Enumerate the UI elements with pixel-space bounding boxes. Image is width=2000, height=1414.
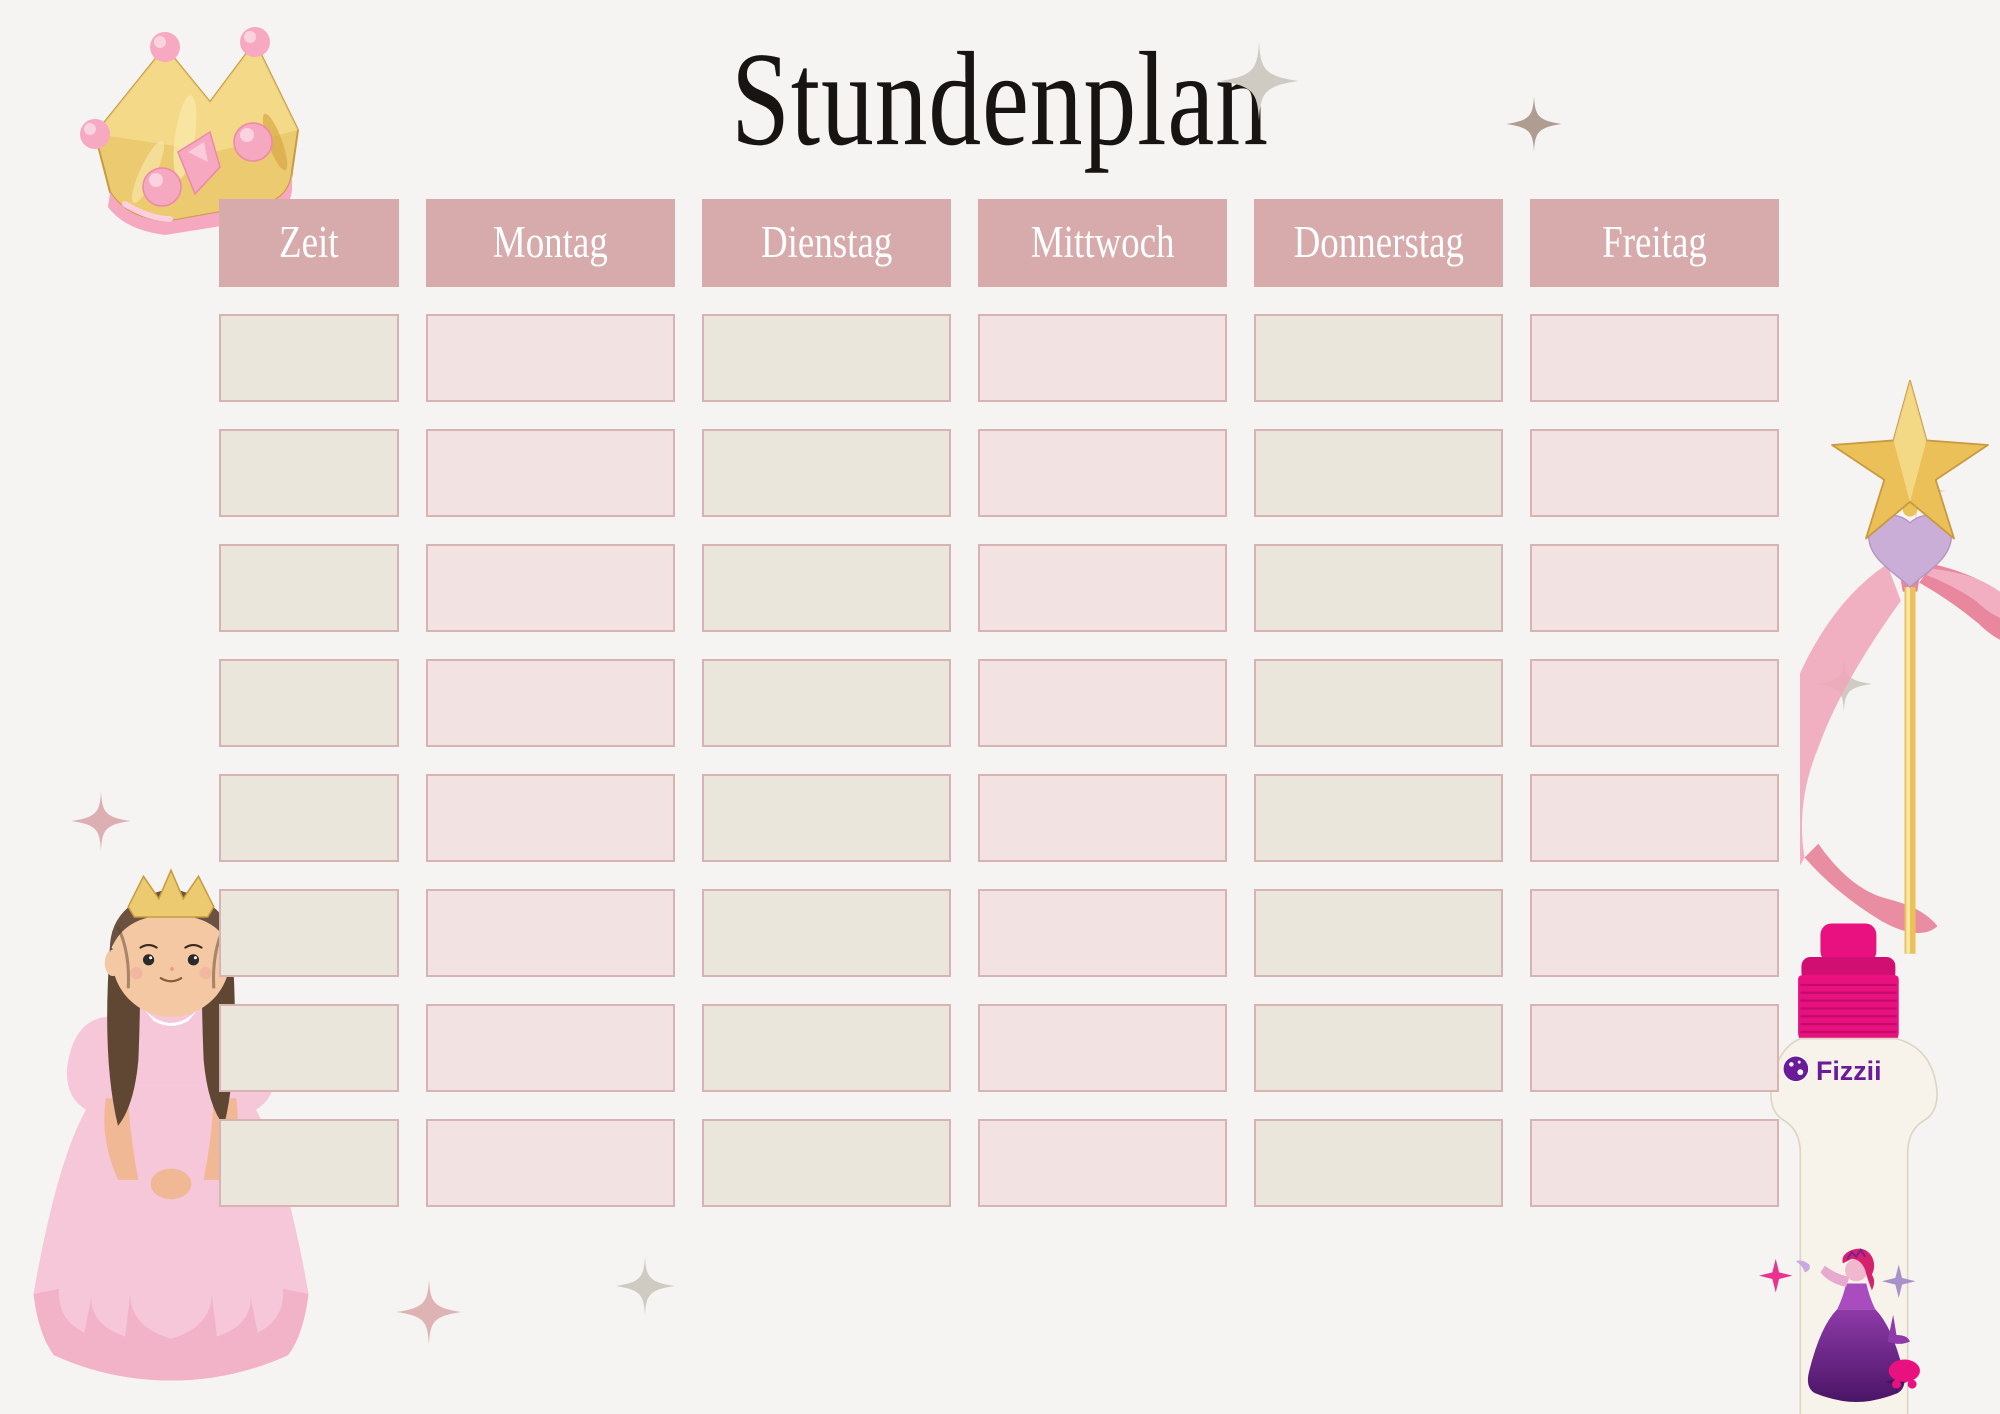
svg-text:Fizzii: Fizzii (1816, 1056, 1882, 1086)
